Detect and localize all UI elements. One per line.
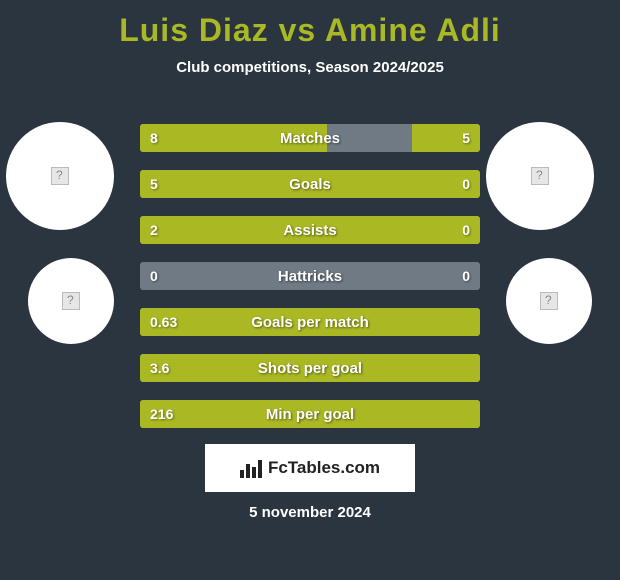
stat-fill-left [140, 216, 405, 244]
brand-logo: FcTables.com [205, 444, 415, 492]
avatar-p1_big [6, 122, 114, 230]
stat-row: 216Min per goal [140, 400, 480, 428]
date-label: 5 november 2024 [0, 504, 620, 521]
stat-value-left: 5 [140, 170, 168, 198]
missing-image-icon [540, 292, 558, 310]
missing-image-icon [51, 167, 69, 185]
page-subtitle: Club competitions, Season 2024/2025 [0, 59, 620, 76]
stat-row: 20Assists [140, 216, 480, 244]
stat-row: 85Matches [140, 124, 480, 152]
avatar-p1_small [28, 258, 114, 344]
stat-label: Hattricks [140, 262, 480, 290]
stat-value-right: 5 [452, 124, 480, 152]
stat-value-left: 3.6 [140, 354, 179, 382]
stat-fill-left [140, 400, 480, 428]
stat-fill-left [140, 170, 405, 198]
stat-value-right: 0 [452, 216, 480, 244]
stat-value-left: 2 [140, 216, 168, 244]
avatar-p2_small [506, 258, 592, 344]
stat-value-left: 8 [140, 124, 168, 152]
page-title: Luis Diaz vs Amine Adli [0, 0, 620, 49]
stat-row: 0.63Goals per match [140, 308, 480, 336]
stat-row: 50Goals [140, 170, 480, 198]
stat-value-left: 0.63 [140, 308, 187, 336]
stat-value-left: 216 [140, 400, 183, 428]
stat-value-right: 0 [452, 262, 480, 290]
stat-value-left: 0 [140, 262, 168, 290]
stat-fill-left [140, 354, 480, 382]
stat-fill-left [140, 308, 480, 336]
missing-image-icon [62, 292, 80, 310]
avatar-p2_big [486, 122, 594, 230]
brand-text: FcTables.com [268, 458, 380, 478]
stat-fill-left [140, 124, 327, 152]
stat-row: 3.6Shots per goal [140, 354, 480, 382]
stat-value-right: 0 [452, 170, 480, 198]
missing-image-icon [531, 167, 549, 185]
chart-icon [240, 458, 262, 478]
stat-row: 0 0Hattricks [140, 262, 480, 290]
comparison-bars: 85Matches50Goals20Assists00Hattricks0.63… [140, 124, 480, 446]
